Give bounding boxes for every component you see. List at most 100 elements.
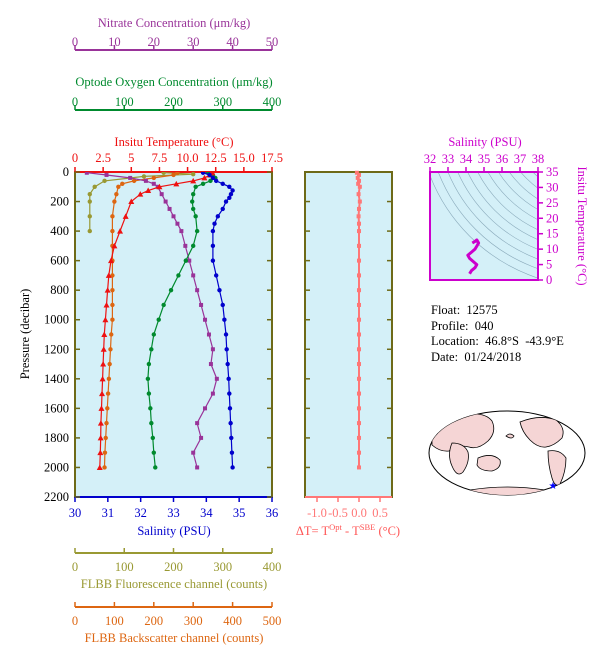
fluorescence-tick-label: 100 [115, 560, 134, 574]
nitrate-tick-label: 50 [266, 35, 279, 49]
delta-data-point [356, 192, 361, 197]
float-id: Float: 12575 [431, 303, 498, 317]
inset-salinity-tick-label: 32 [424, 152, 437, 166]
nitrate-data-point [84, 172, 89, 175]
ts-contour [553, 72, 608, 152]
profile-number: Profile: 040 [431, 318, 494, 333]
pressure-tick-label: 400 [50, 224, 69, 238]
backscatter-data-point [106, 376, 112, 382]
temperature-data-point [201, 174, 208, 181]
nitrate-data-point [191, 273, 196, 278]
pressure-tick-label: 2000 [44, 460, 69, 474]
pressure-tick-label: 600 [50, 254, 69, 268]
main-plot-area [75, 172, 272, 497]
delta-data-point [357, 347, 361, 352]
pressure-tick-label: 2200 [44, 490, 69, 504]
nitrate-data-point [143, 178, 148, 183]
nitrate-data-point [206, 332, 211, 337]
salinity-data-point [227, 195, 232, 201]
oxygen-data-point [183, 258, 189, 263]
salinity-tick-label: 32 [134, 506, 147, 520]
delta-data-point [357, 273, 361, 278]
pressure-tick-label: 0 [63, 165, 69, 179]
map-land-antarctica [469, 486, 546, 495]
oxygen-tick-label: 300 [213, 95, 232, 109]
delta-data-point [357, 178, 361, 183]
oxygen-data-point [208, 178, 213, 184]
salinity-tick-label: 30 [69, 506, 82, 520]
delta-data-point [357, 362, 361, 367]
backscatter-tick-label: 0 [72, 614, 78, 628]
delta-data-point [357, 435, 361, 440]
delta-data-point [357, 258, 361, 263]
inset-temperature-tick-label: 20 [546, 211, 559, 225]
salinity-data-point [227, 406, 233, 411]
backscatter-data-point [175, 172, 180, 175]
temperature-data-point [173, 180, 180, 187]
salinity-data-point [228, 420, 233, 426]
delta-data-point [356, 181, 361, 186]
float-info-panel: Float: 12575 Profile: 040 Location: 46.8… [431, 303, 564, 365]
delta-tick-label: 0.0 [351, 506, 367, 520]
salinity-data-point [210, 175, 216, 181]
fluorescence-tick-label: 200 [164, 560, 183, 574]
temperature-tick-label: 5 [128, 151, 134, 165]
temperature-data-point [101, 331, 108, 337]
salinity-tick-label: 35 [233, 506, 246, 520]
pressure-tick-label: 1400 [44, 372, 69, 386]
oxygen-tick-label: 400 [263, 95, 282, 109]
salinity-data-point [210, 243, 216, 249]
map-land-africa [449, 442, 469, 475]
backscatter-data-point [114, 191, 119, 197]
oxygen-tick-label: 0 [72, 95, 78, 109]
backscatter-data-point [110, 302, 115, 308]
inset-salinity-tick-label: 33 [442, 152, 455, 166]
inset-temperature-tick-label: 15 [546, 227, 559, 241]
delta-data-point [357, 317, 361, 322]
inset-temperature-tick-label: 10 [546, 242, 559, 256]
backscatter-data-point [110, 228, 115, 234]
delta-data-point [357, 332, 361, 337]
nitrate-tick-label: 40 [226, 35, 239, 49]
salinity-data-point [210, 258, 216, 263]
backscatter-data-point [110, 317, 115, 322]
oxygen-data-point [146, 361, 152, 367]
backscatter-data-point [110, 287, 115, 293]
nitrate-data-point [128, 175, 133, 180]
salinity-data-point [220, 302, 225, 308]
backscatter-data-point [109, 332, 114, 337]
salinity-data-point [223, 199, 229, 204]
delta-data-point [357, 243, 361, 248]
backscatter-data-point [102, 450, 108, 455]
temperature-data-point [117, 228, 124, 234]
pressure-tick-label: 200 [50, 195, 69, 209]
map-land-australia [476, 455, 501, 472]
salinity-data-point [226, 376, 231, 382]
delta-data-point [354, 170, 359, 175]
nitrate-axis-title: Nitrate Concentration (μm/kg) [98, 16, 251, 30]
delta-tick-label: -0.5 [328, 506, 348, 520]
backscatter-data-point [103, 435, 108, 441]
delta-data-point [357, 221, 361, 226]
inset-salinity-tick-label: 37 [514, 152, 527, 166]
nitrate-tick-label: 30 [187, 35, 200, 49]
backscatter-axis-title: FLBB Backscatter channel (counts) [85, 631, 264, 645]
inset-temperature-tick-label: 0 [546, 273, 552, 287]
salinity-data-point [213, 178, 219, 184]
backscatter-data-point [105, 391, 111, 396]
salinity-data-point [229, 435, 234, 441]
backscatter-data-point [110, 214, 115, 219]
inset-temperature-tick-label: 5 [546, 258, 552, 272]
delta-data-point [357, 172, 361, 177]
delta-tick-label: 0.5 [372, 506, 388, 520]
nitrate-data-point [199, 302, 204, 307]
oxygen-data-point [149, 347, 154, 352]
inset-salinity-tick-label: 35 [478, 152, 491, 166]
delta-tick-label: -1.0 [307, 506, 327, 520]
nitrate-data-point [214, 376, 219, 381]
salinity-axis-title: Salinity (PSU) [137, 524, 210, 538]
temperature-data-point [137, 191, 144, 197]
ts-contour [535, 54, 608, 170]
backscatter-tick-label: 100 [105, 614, 124, 628]
